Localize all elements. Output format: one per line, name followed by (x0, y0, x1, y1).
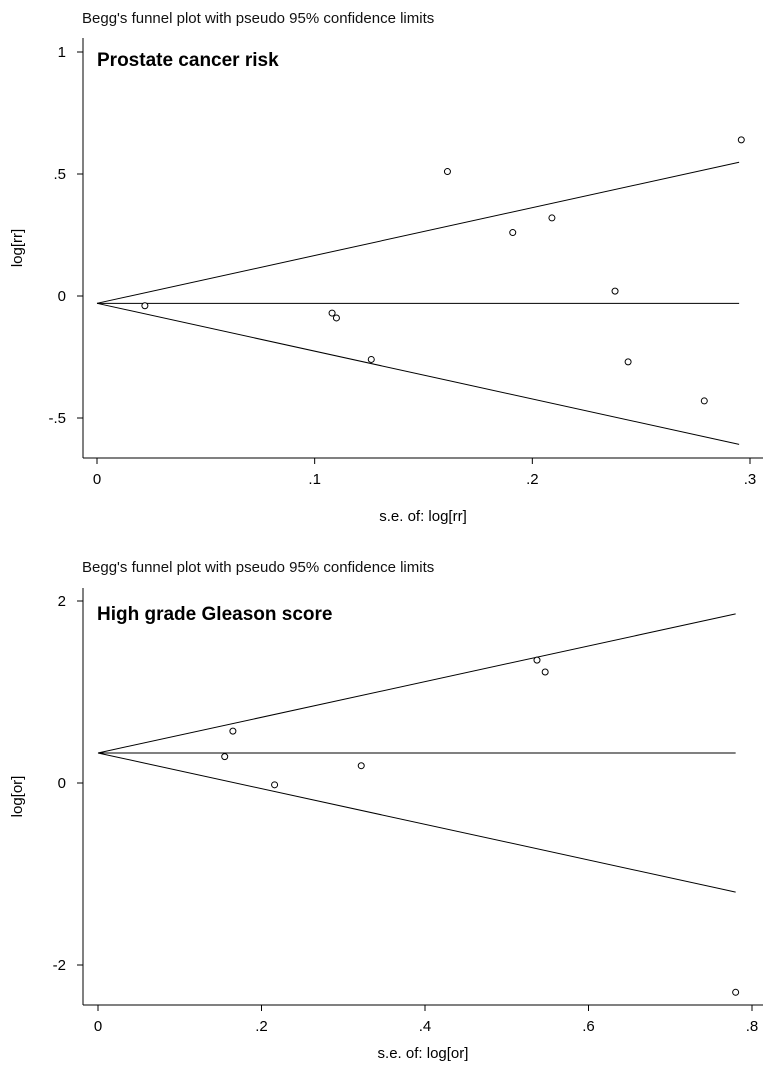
y-tick-label: .5 (53, 166, 66, 183)
y-tick-label: -.5 (48, 410, 66, 427)
x-tick-label: .8 (746, 1018, 759, 1035)
x-tick-label: 0 (94, 1018, 102, 1035)
study-point (548, 214, 556, 222)
x-tick-label: .2 (526, 471, 539, 488)
study-point (141, 302, 149, 310)
y-tick-label: 0 (58, 775, 66, 792)
high-grade-gleason-panel: Begg's funnel plot with pseudo 95% confi… (9, 559, 763, 1062)
study-point (700, 397, 708, 405)
y-tick-label: 0 (58, 288, 66, 305)
x-tick-label: .6 (582, 1018, 595, 1035)
study-point (624, 358, 632, 366)
y-tick-label: 2 (58, 593, 66, 610)
upper-confidence-limit-line (97, 613, 736, 754)
x-axis-title: s.e. of: log[rr] (379, 508, 467, 525)
study-point (611, 287, 619, 295)
study-point (541, 668, 549, 676)
y-tick-label: 1 (58, 44, 66, 61)
y-axis-title: log[or] (9, 776, 26, 818)
study-point (443, 168, 451, 176)
study-point (357, 762, 365, 770)
study-point (229, 727, 237, 735)
panel-title: High grade Gleason score (97, 604, 332, 625)
x-tick-label: .1 (308, 471, 321, 488)
x-tick-label: .2 (255, 1018, 268, 1035)
panel-title: Prostate cancer risk (97, 50, 279, 71)
study-point (221, 753, 229, 761)
plot-heading: Begg's funnel plot with pseudo 95% confi… (82, 10, 434, 27)
prostate-cancer-risk-panel: Begg's funnel plot with pseudo 95% confi… (9, 10, 763, 525)
study-point (509, 229, 517, 237)
upper-confidence-limit-line (96, 161, 740, 304)
study-point (533, 656, 541, 664)
study-point (332, 314, 340, 322)
study-point (737, 136, 745, 144)
x-tick-label: .4 (419, 1018, 432, 1035)
y-tick-label: -2 (53, 957, 66, 974)
x-tick-label: 0 (93, 471, 101, 488)
study-point (367, 355, 375, 363)
plot-heading: Begg's funnel plot with pseudo 95% confi… (82, 559, 434, 576)
study-point (328, 309, 336, 317)
lower-confidence-limit-line (97, 752, 736, 893)
x-tick-label: .3 (744, 471, 757, 488)
study-point (271, 781, 279, 789)
x-axis-title: s.e. of: log[or] (378, 1045, 469, 1062)
lower-confidence-limit-line (96, 302, 740, 445)
y-axis-title: log[rr] (9, 229, 26, 267)
study-point (732, 988, 740, 996)
